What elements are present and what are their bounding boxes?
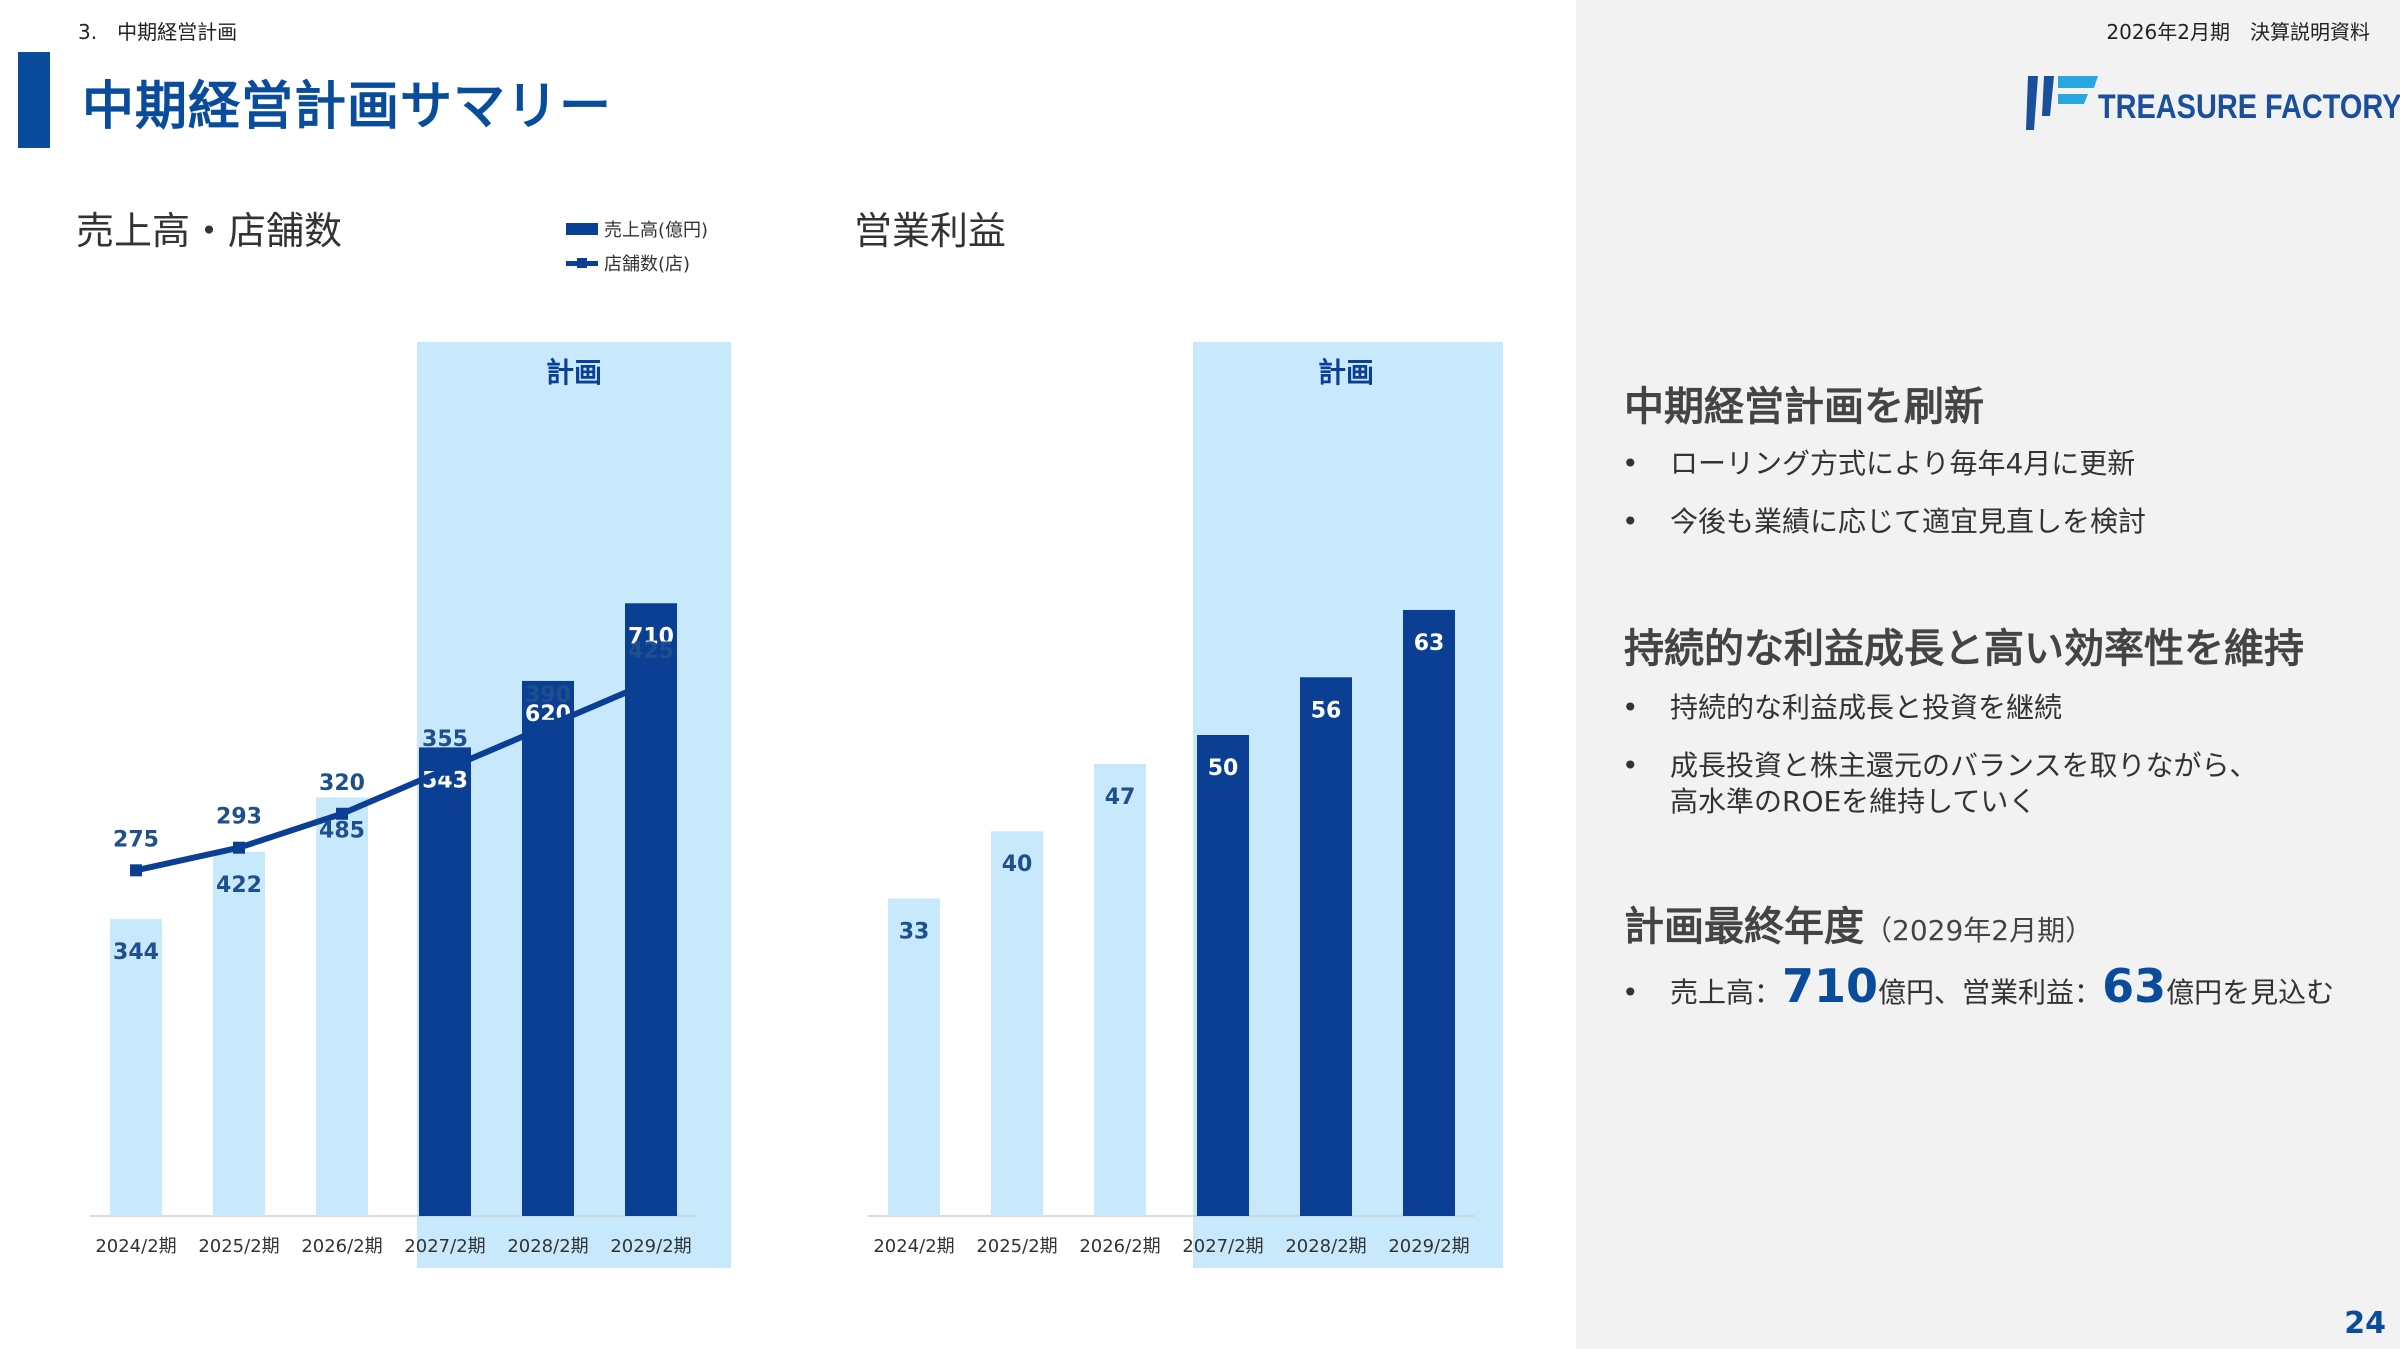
legend-line-swatch-icon bbox=[566, 256, 598, 270]
bar bbox=[110, 919, 162, 1216]
bullet-dot-icon: • bbox=[1622, 691, 1639, 724]
bullet-text-continued: 高水準のROEを維持していく bbox=[1670, 785, 2037, 818]
x-tick-label: 2028/2期 bbox=[1285, 1236, 1366, 1257]
panel-bullet: • 持続的な利益成長と投資を継続 bbox=[1622, 690, 2062, 726]
bar bbox=[522, 680, 574, 1216]
plan-label: 計画 bbox=[1318, 356, 1374, 389]
x-tick-label: 2026/2期 bbox=[301, 1236, 382, 1257]
bullet-text: 成長投資と株主還元のバランスを取りながら、 bbox=[1670, 749, 2258, 782]
final-sales-label: 売上高： bbox=[1670, 976, 1783, 1009]
x-tick-label: 2025/2期 bbox=[976, 1236, 1057, 1257]
stores-point bbox=[645, 675, 657, 688]
bullet-dot-icon: • bbox=[1622, 505, 1639, 538]
stores-point bbox=[336, 807, 348, 820]
sales-chart-legend: 売上高(億円) 店舗数(店) bbox=[566, 212, 708, 280]
x-tick-label: 2024/2期 bbox=[873, 1236, 954, 1257]
bar bbox=[316, 797, 368, 1216]
x-tick-label: 2029/2期 bbox=[1388, 1236, 1469, 1257]
bullet-text: 今後も業績に応じて適宜見直しを検討 bbox=[1670, 505, 2147, 538]
bullet-dot-icon: • bbox=[1622, 447, 1639, 480]
bar-value-label: 63 bbox=[1414, 631, 1445, 656]
final-year-heading: 計画最終年度 bbox=[1624, 904, 1864, 950]
bar-value-label: 40 bbox=[1002, 852, 1033, 877]
final-sales-value: 710 bbox=[1782, 959, 1879, 1013]
legend-item-stores: 店舗数(店) bbox=[566, 246, 708, 280]
bar bbox=[888, 898, 940, 1216]
bar-value-label: 50 bbox=[1208, 756, 1239, 781]
x-tick-label: 2029/2期 bbox=[610, 1236, 691, 1257]
bar bbox=[1403, 609, 1455, 1216]
final-sales-unit: 億円、営業利益： bbox=[1878, 976, 2103, 1009]
stores-point bbox=[130, 864, 142, 877]
x-tick-label: 2028/2期 bbox=[507, 1236, 588, 1257]
panel-bullet: • 成長投資と株主還元のバランスを取りながら、 高水準のROEを維持していく bbox=[1622, 748, 2257, 820]
logo-text: TREASURE FACTORY bbox=[2098, 88, 2400, 126]
logo-mark-icon bbox=[2026, 76, 2098, 130]
stores-value-label: 425 bbox=[628, 639, 674, 664]
x-tick-label: 2027/2期 bbox=[404, 1236, 485, 1257]
sales-chart-title: 売上高・店舗数 bbox=[76, 209, 343, 253]
bar-value-label: 33 bbox=[899, 920, 930, 945]
bar bbox=[991, 831, 1043, 1216]
summary-panel bbox=[1576, 0, 2400, 1349]
legend-label-stores: 店舗数(店) bbox=[604, 254, 691, 275]
legend-label-sales: 売上高(億円) bbox=[604, 220, 709, 241]
panel-heading-growth: 持続的な利益成長と高い効率性を維持 bbox=[1624, 626, 2304, 672]
stores-value-label: 355 bbox=[422, 727, 468, 752]
bar bbox=[1300, 677, 1352, 1216]
bullet-text: ローリング方式により毎年4月に更新 bbox=[1670, 447, 2136, 480]
bullet-dot-icon: • bbox=[1622, 749, 1639, 782]
page-title: 中期経営計画サマリー bbox=[82, 77, 613, 137]
stores-value-label: 390 bbox=[525, 683, 571, 708]
legend-item-sales: 売上高(億円) bbox=[566, 212, 708, 246]
page-number: 24 bbox=[2344, 1306, 2386, 1341]
stores-value-label: 293 bbox=[216, 805, 262, 830]
panel-heading-final-year: 計画最終年度（2029年2月期） bbox=[1624, 894, 2093, 952]
stores-line bbox=[135, 679, 653, 874]
profit-chart-title: 営業利益 bbox=[854, 209, 1007, 253]
stores-point bbox=[542, 719, 554, 732]
bar-value-label: 47 bbox=[1105, 785, 1136, 810]
stores-value-label: 275 bbox=[113, 827, 159, 852]
plan-label: 計画 bbox=[546, 356, 602, 389]
bar-value-label: 710 bbox=[628, 624, 674, 649]
bar-value-label: 56 bbox=[1311, 698, 1342, 723]
bar-value-label: 422 bbox=[216, 873, 262, 898]
panel-bullet: • 今後も業績に応じて適宜見直しを検討 bbox=[1622, 504, 2146, 540]
charts-canvas: 計画3442024/2期4222025/2期4852026/2期5432027/… bbox=[90, 342, 1503, 1268]
bar bbox=[1197, 735, 1249, 1216]
legend-bar-swatch-icon bbox=[566, 223, 598, 235]
x-tick-label: 2025/2期 bbox=[198, 1236, 279, 1257]
final-profit-unit: 億円を見込む bbox=[2166, 976, 2335, 1009]
stores-point bbox=[233, 841, 245, 854]
company-logo: TREASURE FACTORY bbox=[2024, 74, 2400, 134]
bullet-dot-icon: • bbox=[1622, 976, 1639, 1009]
bar-value-label: 485 bbox=[319, 818, 365, 843]
final-profit-value: 63 bbox=[2102, 959, 2167, 1013]
stores-value-label: 320 bbox=[319, 771, 365, 796]
section-label: 3. 中期経営計画 bbox=[78, 20, 238, 44]
panel-heading-renewal: 中期経営計画を刷新 bbox=[1624, 384, 1984, 430]
bar bbox=[213, 851, 265, 1216]
x-tick-label: 2024/2期 bbox=[95, 1236, 176, 1257]
title-accent-bar bbox=[18, 52, 50, 148]
document-title: 2026年2月期 決算説明資料 bbox=[2106, 20, 2370, 44]
bar bbox=[1094, 763, 1146, 1216]
bar-value-label: 344 bbox=[113, 940, 159, 965]
bar bbox=[419, 747, 471, 1216]
panel-bullet-final: • 売上高：710億円、営業利益：63億円を見込む bbox=[1622, 963, 2335, 1011]
bullet-text: 持続的な利益成長と投資を継続 bbox=[1670, 691, 2063, 724]
x-tick-label: 2026/2期 bbox=[1079, 1236, 1160, 1257]
final-year-period: （2029年2月期） bbox=[1864, 914, 2094, 947]
x-tick-label: 2027/2期 bbox=[1182, 1236, 1263, 1257]
panel-bullet: • ローリング方式により毎年4月に更新 bbox=[1622, 446, 2135, 482]
stores-point bbox=[439, 763, 451, 776]
bar bbox=[625, 603, 677, 1216]
